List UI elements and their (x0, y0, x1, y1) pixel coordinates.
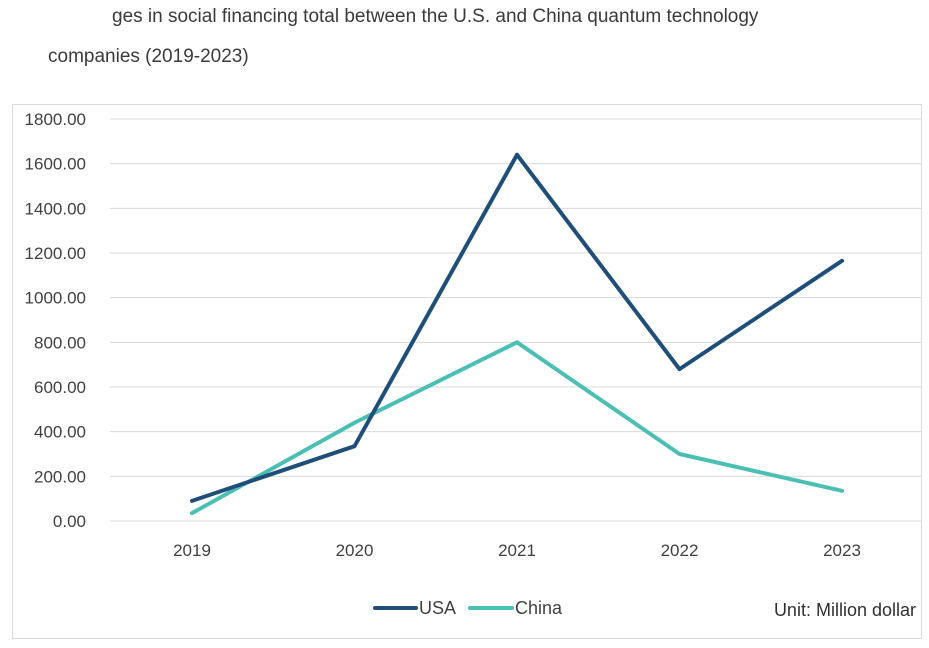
chart-frame (12, 104, 922, 639)
y-tick-label: 1600.00 (25, 155, 86, 174)
x-axis-tick-labels: 2019 2020 2021 2022 2023 (173, 541, 861, 560)
y-tick-label: 400.00 (34, 423, 86, 442)
y-tick-label: 1800.00 (25, 110, 86, 129)
y-tick-label: 200.00 (34, 467, 86, 486)
y-tick-label: 1200.00 (25, 244, 86, 263)
legend-label-usa: USA (419, 598, 456, 618)
y-tick-label: 600.00 (34, 378, 86, 397)
series-line-usa (190, 152, 844, 503)
y-axis-tick-labels: 0.00 200.00 400.00 600.00 800.00 1000.00 1200.… (25, 110, 86, 531)
legend-label-china: China (515, 598, 563, 618)
chart-title: ges in social financing total between th… (0, 0, 929, 100)
y-tick-label: 1400.00 (25, 199, 86, 218)
y-tick-label: 800.00 (34, 333, 86, 352)
y-tick-label: 1000.00 (25, 289, 86, 308)
x-tick-label: 2023 (823, 541, 861, 560)
series-line-china (190, 340, 844, 516)
chart-title-line-2: companies (2019-2023) (48, 46, 249, 67)
unit-note: Unit: Million dollar (774, 600, 916, 620)
x-tick-label: 2019 (173, 541, 211, 560)
x-tick-label: 2020 (336, 541, 374, 560)
y-tick-label: 0.00 (53, 512, 86, 531)
chart-title-line-1: ges in social financing total between th… (112, 6, 759, 27)
legend: USA China (373, 598, 563, 618)
x-tick-label: 2021 (498, 541, 536, 560)
x-tick-label: 2022 (661, 541, 699, 560)
gridlines (110, 118, 922, 522)
series-lines (190, 152, 844, 516)
